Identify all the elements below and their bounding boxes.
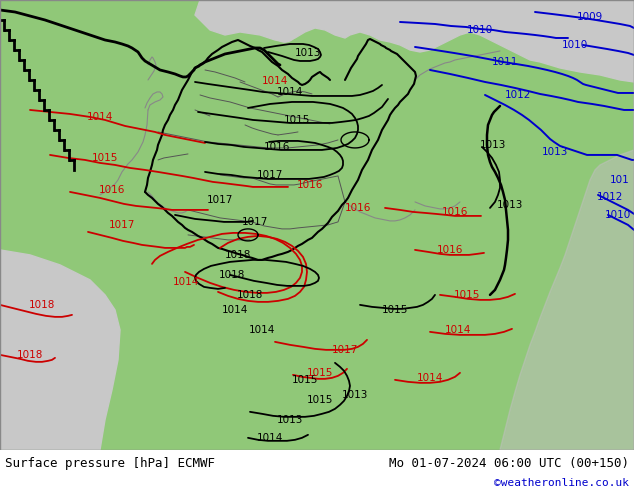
Text: 1013: 1013 (497, 200, 523, 210)
Text: 1010: 1010 (605, 210, 631, 220)
Text: 1016: 1016 (345, 203, 371, 213)
Text: 1013: 1013 (295, 48, 321, 58)
Text: 1013: 1013 (480, 140, 506, 150)
Text: 1014: 1014 (249, 325, 275, 335)
Text: 1018: 1018 (29, 300, 55, 310)
Text: 1015: 1015 (454, 290, 480, 300)
Text: 1014: 1014 (222, 305, 248, 315)
Polygon shape (500, 0, 634, 450)
Text: 1013: 1013 (342, 390, 368, 400)
Text: 1015: 1015 (382, 305, 408, 315)
Circle shape (273, 18, 297, 42)
Text: 1010: 1010 (562, 40, 588, 50)
Text: Mo 01-07-2024 06:00 UTC (00+150): Mo 01-07-2024 06:00 UTC (00+150) (389, 457, 629, 470)
Text: 1013: 1013 (542, 147, 568, 157)
Text: 1014: 1014 (277, 87, 303, 97)
Text: 1018: 1018 (237, 290, 263, 300)
Text: Surface pressure [hPa] ECMWF: Surface pressure [hPa] ECMWF (5, 457, 215, 470)
Text: 1014: 1014 (257, 433, 283, 443)
Text: 1014: 1014 (417, 373, 443, 383)
Text: 1009: 1009 (577, 12, 603, 22)
Text: 1015: 1015 (92, 153, 118, 163)
Text: 1014: 1014 (173, 277, 199, 287)
Text: 1016: 1016 (442, 207, 468, 217)
Text: 1014: 1014 (262, 76, 288, 86)
Text: 1010: 1010 (467, 25, 493, 35)
Text: 1018: 1018 (219, 270, 245, 280)
Text: 1014: 1014 (445, 325, 471, 335)
Text: 1016: 1016 (99, 185, 125, 195)
Text: 1018: 1018 (17, 350, 43, 360)
Text: 1012: 1012 (505, 90, 531, 100)
Text: 1015: 1015 (307, 368, 333, 378)
Text: 1015: 1015 (292, 375, 318, 385)
Text: 1017: 1017 (257, 170, 283, 180)
Text: 1016: 1016 (437, 245, 463, 255)
Polygon shape (0, 0, 120, 450)
Text: 1017: 1017 (332, 345, 358, 355)
Text: 1018: 1018 (225, 250, 251, 260)
Text: 1015: 1015 (307, 395, 333, 405)
Text: 1015: 1015 (284, 115, 310, 125)
Text: 1017: 1017 (109, 220, 135, 230)
Text: 1016: 1016 (264, 142, 290, 152)
Text: 1011: 1011 (492, 57, 518, 67)
Text: 1013: 1013 (277, 415, 303, 425)
Text: 1017: 1017 (242, 217, 268, 227)
Circle shape (297, 12, 313, 28)
Text: 1014: 1014 (87, 112, 113, 122)
Text: 101: 101 (610, 175, 630, 185)
Text: ©weatheronline.co.uk: ©weatheronline.co.uk (494, 478, 629, 488)
Polygon shape (195, 0, 634, 82)
Text: 1016: 1016 (297, 180, 323, 190)
Text: 1017: 1017 (207, 195, 233, 205)
Text: 1012: 1012 (597, 192, 623, 202)
